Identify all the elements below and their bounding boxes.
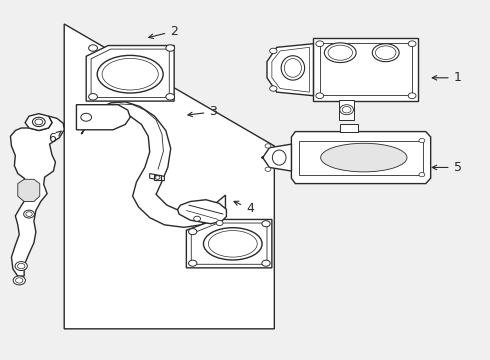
Ellipse shape bbox=[262, 221, 270, 227]
Ellipse shape bbox=[316, 41, 324, 46]
Ellipse shape bbox=[408, 93, 416, 99]
Polygon shape bbox=[86, 45, 174, 101]
Text: 6: 6 bbox=[48, 131, 61, 145]
Ellipse shape bbox=[13, 276, 25, 285]
Ellipse shape bbox=[265, 167, 271, 171]
Ellipse shape bbox=[419, 172, 425, 177]
Polygon shape bbox=[64, 24, 274, 329]
Ellipse shape bbox=[89, 45, 98, 51]
Polygon shape bbox=[177, 200, 226, 224]
Ellipse shape bbox=[16, 278, 23, 283]
Polygon shape bbox=[267, 44, 314, 96]
FancyBboxPatch shape bbox=[339, 100, 354, 120]
Polygon shape bbox=[272, 47, 310, 92]
Ellipse shape bbox=[166, 45, 174, 51]
Ellipse shape bbox=[26, 212, 32, 216]
Ellipse shape bbox=[35, 119, 43, 125]
Text: 1: 1 bbox=[432, 71, 462, 84]
Ellipse shape bbox=[102, 58, 158, 90]
Ellipse shape bbox=[340, 105, 353, 115]
FancyBboxPatch shape bbox=[320, 43, 412, 95]
Ellipse shape bbox=[316, 93, 324, 99]
Ellipse shape bbox=[372, 44, 399, 62]
Polygon shape bbox=[18, 179, 40, 202]
Ellipse shape bbox=[89, 94, 98, 100]
Ellipse shape bbox=[270, 48, 277, 54]
Ellipse shape bbox=[155, 176, 160, 179]
Polygon shape bbox=[262, 144, 292, 171]
Text: 2: 2 bbox=[149, 25, 178, 39]
Polygon shape bbox=[299, 140, 423, 175]
Ellipse shape bbox=[32, 117, 45, 127]
Ellipse shape bbox=[284, 59, 301, 77]
Ellipse shape bbox=[272, 150, 286, 165]
Text: 4: 4 bbox=[234, 201, 254, 215]
Text: 5: 5 bbox=[432, 161, 462, 174]
Ellipse shape bbox=[203, 228, 262, 260]
Polygon shape bbox=[150, 174, 164, 181]
Polygon shape bbox=[340, 124, 358, 132]
Ellipse shape bbox=[270, 86, 277, 91]
Polygon shape bbox=[81, 102, 225, 227]
Polygon shape bbox=[191, 223, 267, 264]
Ellipse shape bbox=[189, 229, 197, 235]
Ellipse shape bbox=[281, 56, 305, 80]
Polygon shape bbox=[186, 220, 272, 268]
Ellipse shape bbox=[208, 230, 257, 257]
Ellipse shape bbox=[265, 144, 271, 148]
Ellipse shape bbox=[97, 55, 163, 93]
Ellipse shape bbox=[262, 260, 270, 266]
FancyBboxPatch shape bbox=[314, 39, 418, 101]
Polygon shape bbox=[91, 49, 169, 98]
FancyBboxPatch shape bbox=[154, 175, 161, 180]
Polygon shape bbox=[76, 105, 130, 130]
Polygon shape bbox=[10, 116, 64, 276]
Ellipse shape bbox=[216, 221, 223, 226]
Text: 3: 3 bbox=[188, 105, 217, 118]
Polygon shape bbox=[292, 132, 431, 184]
Ellipse shape bbox=[18, 264, 25, 269]
Ellipse shape bbox=[419, 138, 425, 143]
Ellipse shape bbox=[24, 210, 34, 218]
Ellipse shape bbox=[194, 216, 200, 221]
Ellipse shape bbox=[166, 94, 174, 100]
Ellipse shape bbox=[320, 143, 407, 172]
Ellipse shape bbox=[342, 107, 351, 113]
Ellipse shape bbox=[15, 262, 27, 271]
Ellipse shape bbox=[189, 260, 197, 266]
Ellipse shape bbox=[81, 113, 92, 121]
Polygon shape bbox=[25, 114, 52, 131]
Ellipse shape bbox=[324, 43, 356, 63]
Ellipse shape bbox=[328, 45, 352, 60]
Ellipse shape bbox=[375, 46, 396, 59]
Ellipse shape bbox=[408, 41, 416, 46]
